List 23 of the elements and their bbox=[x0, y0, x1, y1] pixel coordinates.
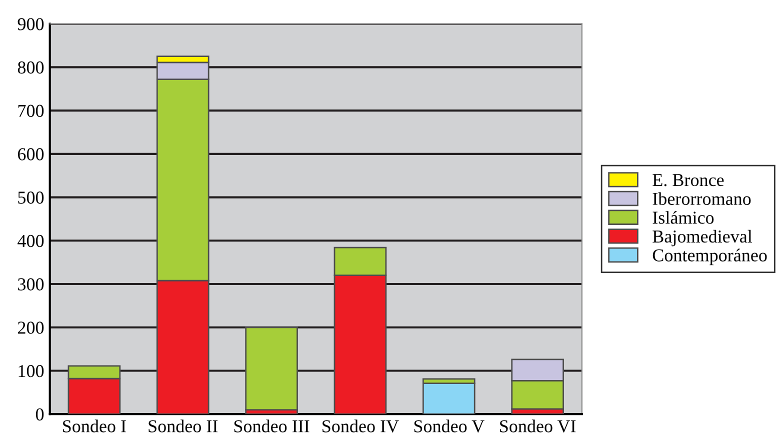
x-tick-label: Sondeo III bbox=[234, 420, 310, 432]
y-tick-label: 500 bbox=[18, 192, 44, 204]
x-tick-label: Sondeo I bbox=[63, 420, 126, 432]
legend-label: Contemporáneo bbox=[652, 248, 767, 266]
y-tick-label: 700 bbox=[18, 104, 44, 117]
y-tick-label: 900 bbox=[18, 18, 44, 30]
y-tick-label: 800 bbox=[18, 61, 44, 74]
y-tick-label: 600 bbox=[18, 148, 44, 160]
y-tick-label: 100 bbox=[18, 364, 44, 378]
x-tick-label: Sondeo VI bbox=[500, 420, 576, 432]
bar bbox=[422, 382, 476, 414]
legend-label: Iberorromano bbox=[652, 192, 751, 205]
bar bbox=[245, 326, 298, 410]
y-tick-label: 200 bbox=[18, 322, 44, 334]
legend-label: Bajomedieval bbox=[652, 230, 752, 246]
legend-label: Islámico bbox=[652, 211, 714, 224]
x-tick-label: Sondeo V bbox=[414, 420, 484, 432]
x-tick-label: Sondeo IV bbox=[322, 420, 399, 432]
y-tick-label: 0 bbox=[36, 408, 44, 421]
y-tick-label: 400 bbox=[18, 234, 44, 248]
x-tick-label: Sondeo II bbox=[148, 420, 218, 432]
legend-label: E. Bronce bbox=[652, 174, 724, 186]
y-tick-label: 300 bbox=[18, 278, 44, 290]
